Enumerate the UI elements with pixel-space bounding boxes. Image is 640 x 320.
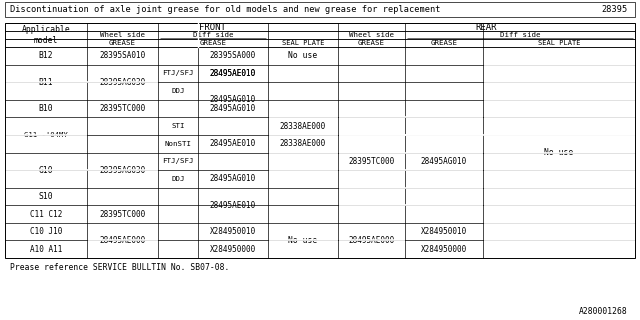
Text: 28395TC000: 28395TC000 [99, 210, 146, 219]
Text: 28395TC000: 28395TC000 [99, 104, 146, 113]
Text: 28338AE000: 28338AE000 [280, 139, 326, 148]
Text: X284950010: X284950010 [210, 227, 256, 236]
Text: No use: No use [289, 51, 317, 60]
Text: FTJ/SFJ: FTJ/SFJ [163, 158, 194, 164]
Text: 28495AG010: 28495AG010 [421, 157, 467, 166]
Text: 28495AG010: 28495AG010 [210, 104, 256, 113]
Text: GREASE: GREASE [109, 40, 136, 46]
Text: FTJ/SFJ: FTJ/SFJ [163, 70, 194, 76]
Text: NonSTI: NonSTI [164, 141, 191, 147]
Text: SEAL PLATE: SEAL PLATE [282, 40, 324, 46]
Text: Discontinuation of axle joint grease for old models and new grease for replaceme: Discontinuation of axle joint grease for… [10, 5, 440, 14]
Text: Diff side: Diff side [193, 32, 233, 38]
Text: 28338AE000: 28338AE000 [280, 122, 326, 131]
Text: 28395SA010: 28395SA010 [99, 51, 146, 60]
Text: G10: G10 [38, 165, 53, 175]
Text: 28495AG010: 28495AG010 [210, 174, 256, 183]
Text: Wheel side: Wheel side [349, 32, 394, 38]
Text: 28495AE000: 28495AE000 [99, 236, 146, 245]
Text: 28495AE010: 28495AE010 [210, 139, 256, 148]
Text: 28395: 28395 [602, 5, 628, 14]
Bar [5, 2, 635, 17]
Text: 28395TC000: 28395TC000 [348, 157, 395, 166]
Text: S10: S10 [38, 192, 53, 201]
Text: 28495AG010: 28495AG010 [210, 95, 256, 104]
Text: A280001268: A280001268 [579, 308, 628, 316]
Text: GREASE: GREASE [200, 40, 227, 46]
Text: GREASE: GREASE [358, 40, 385, 46]
Text: Applicable
model: Applicable model [22, 25, 70, 45]
Text: B10: B10 [38, 104, 53, 113]
Text: C10 J10: C10 J10 [30, 227, 62, 236]
Text: B11: B11 [38, 78, 53, 87]
Text: Wheel side: Wheel side [100, 32, 145, 38]
Text: DDJ: DDJ [172, 176, 185, 182]
Text: 28495AE010: 28495AE010 [210, 69, 256, 78]
Bar [5, 23, 635, 258]
Text: 28395AG030: 28395AG030 [99, 78, 146, 87]
Text: STI: STI [172, 123, 185, 129]
Text: GREASE: GREASE [431, 40, 458, 46]
Text: 28495AE010: 28495AE010 [210, 201, 256, 210]
Text: 28395SA000: 28395SA000 [210, 51, 256, 60]
Text: DDJ: DDJ [172, 88, 185, 94]
Text: No use: No use [545, 148, 573, 157]
Text: 28495AE010: 28495AE010 [210, 69, 256, 78]
Text: C11 C12: C11 C12 [30, 210, 62, 219]
Text: G11 -'04MY: G11 -'04MY [24, 132, 68, 138]
Text: FRONT: FRONT [199, 22, 226, 31]
Text: 28395AG030: 28395AG030 [99, 165, 146, 175]
Text: X284950000: X284950000 [421, 245, 467, 254]
Text: Prease reference SERVICE BULLTIN No. SB07-08.: Prease reference SERVICE BULLTIN No. SB0… [10, 262, 229, 271]
Text: REAR: REAR [476, 22, 497, 31]
Text: Diff side: Diff side [500, 32, 540, 38]
Text: X284950010: X284950010 [421, 227, 467, 236]
Text: B12: B12 [38, 51, 53, 60]
Text: A10 A11: A10 A11 [30, 245, 62, 254]
Text: SEAL PLATE: SEAL PLATE [538, 40, 580, 46]
Text: 28495AE000: 28495AE000 [348, 236, 395, 245]
Text: X284950000: X284950000 [210, 245, 256, 254]
Text: No use: No use [289, 236, 317, 245]
